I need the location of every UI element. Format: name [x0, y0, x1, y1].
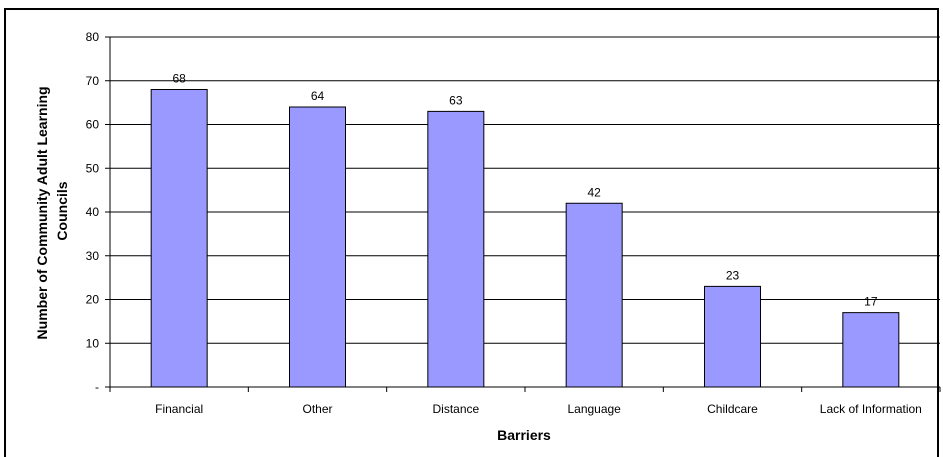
y-tick-label: 40: [86, 205, 100, 219]
x-tick-label: Other: [302, 402, 332, 416]
x-tick-labels: Financial Other Distance Language Childcare L…: [155, 402, 922, 416]
data-label: 42: [587, 185, 601, 199]
x-tick-label: Language: [567, 402, 621, 416]
gridlines: [110, 36, 940, 344]
y-tick-label: 70: [86, 74, 100, 88]
bar-language: [565, 202, 623, 388]
bar-other: [289, 106, 346, 388]
x-axis-title: Barriers: [497, 427, 551, 443]
y-tick-label: 80: [86, 30, 100, 44]
x-tick-label: Financial: [155, 402, 203, 416]
data-label: 64: [311, 89, 325, 103]
bar-financial: [150, 89, 208, 388]
y-tick-label: 20: [86, 293, 100, 307]
y-axis-title: Number of Community Adult Learning Counc…: [34, 83, 70, 340]
bar-lack-of-information: [842, 312, 900, 388]
bar-childcare: [704, 285, 761, 388]
y-axis-title-line-1: Number of Community Adult Learning: [34, 86, 50, 339]
data-label: 17: [864, 295, 878, 309]
y-tick-label: 10: [86, 336, 100, 350]
data-label: 68: [172, 72, 186, 86]
y-tick-label: 60: [86, 118, 100, 132]
y-tick-labels: - 10 20 30 40 50 60 70 80: [86, 30, 100, 394]
y-tick-label: 30: [86, 249, 100, 263]
y-axis-title-line-2: Councils: [54, 181, 70, 240]
x-tick-label: Childcare: [707, 402, 758, 416]
y-tick-label: -: [95, 380, 99, 394]
x-tick-label: Lack of Information: [820, 402, 922, 416]
bars: [150, 89, 900, 388]
data-label: 63: [449, 93, 463, 107]
bar-distance: [427, 110, 485, 388]
data-label: 23: [726, 268, 740, 282]
axes: [105, 36, 941, 392]
data-labels: 68 64 63 42 23 17: [172, 72, 877, 309]
x-tick-label: Distance: [432, 402, 479, 416]
y-tick-label: 50: [86, 161, 100, 175]
